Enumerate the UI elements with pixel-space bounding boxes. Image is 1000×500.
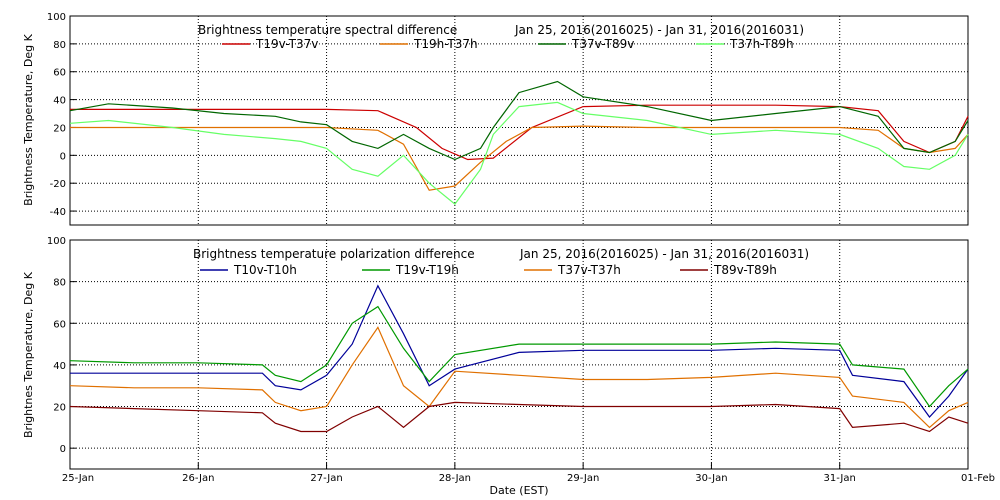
plot-frame-bottom: [69, 239, 969, 470]
y-tick-label: 0: [60, 151, 66, 162]
x-tick-label: 27-Jan: [310, 473, 342, 484]
legend-bottom: T10v-T10h T19v-T19h T37v-T37h T89v-T89h: [200, 263, 777, 277]
legend-label: T10v-T10h: [233, 263, 297, 277]
grid-lines-bottom: [70, 240, 968, 469]
chart-subtitle-top: Jan 25, 2016(2016025) - Jan 31, 2016(201…: [514, 23, 804, 37]
y-tick-label: 0: [60, 444, 66, 455]
legend-label: T37v-T37h: [557, 263, 621, 277]
x-tick-label: 26-Jan: [182, 473, 214, 484]
series-line: [70, 284, 969, 418]
legend-label: T37v-T89v: [571, 37, 634, 51]
y-tick-label: 20: [53, 123, 66, 134]
series-lines-top: [69, 80, 969, 205]
series-line: [70, 125, 969, 191]
plot-frame-top: [69, 15, 969, 226]
polarization-difference-panel: 0 20 40 60 80 100 25-Jan 26-Jan 27-Jan 28-Jan 29-…: [22, 236, 995, 497]
y-tick-label: 40: [53, 361, 66, 372]
legend-label: T89v-T89h: [713, 263, 777, 277]
y-ticks-bottom: 0 20 40 60 80 100: [47, 236, 76, 455]
y-tick-label: 80: [53, 278, 66, 289]
x-tick-label: 01-Feb: [961, 473, 995, 484]
spectral-difference-panel: -40 -20 0 20 40 60 80 100 Brightness temperatur…: [22, 12, 969, 226]
chart-title-top: Brightness temperature spectral differen…: [198, 23, 457, 37]
x-axis-label: Date (EST): [489, 484, 548, 497]
chart-subtitle-bottom: Jan 25, 2016(2016025) - Jan 31, 2016(201…: [519, 247, 809, 261]
series-line: [69, 101, 969, 205]
y-axis-label-bottom: Brightnes Temperature, Deg K: [22, 271, 35, 438]
legend-label: T37h-T89h: [729, 37, 794, 51]
y-tick-label: 60: [53, 68, 66, 79]
y-ticks-top: -40 -20 0 20 40 60 80 100: [47, 12, 76, 218]
y-tick-label: 100: [47, 236, 66, 247]
series-line: [69, 80, 969, 161]
grid-lines-top: [70, 16, 968, 225]
y-tick-label: -20: [50, 179, 66, 190]
x-tick-label: 30-Jan: [695, 473, 727, 484]
y-tick-label: 20: [53, 403, 66, 414]
y-tick-label: -40: [50, 207, 66, 218]
x-tick-label: 29-Jan: [567, 473, 599, 484]
series-line: [69, 401, 969, 433]
legend-label: T19v-T37v: [255, 37, 318, 51]
series-lines-bottom: [69, 284, 969, 433]
y-tick-label: 80: [53, 40, 66, 51]
x-tick-label: 31-Jan: [824, 473, 856, 484]
y-tick-label: 60: [53, 319, 66, 330]
legend-label: T19h-T37h: [413, 37, 478, 51]
legend-label: T19v-T19h: [395, 263, 459, 277]
y-tick-label: 100: [47, 12, 66, 23]
x-tick-label: 25-Jan: [62, 473, 94, 484]
series-line: [69, 305, 969, 408]
x-tick-label: 28-Jan: [439, 473, 471, 484]
y-axis-label-top: Brightness Temperature, Deg K: [22, 33, 35, 205]
series-line: [69, 326, 969, 429]
chart-title-bottom: Brightness temperature polarization diff…: [193, 247, 475, 261]
x-ticks-bottom: 25-Jan 26-Jan 27-Jan 28-Jan 29-Jan 30-Jan 31-J…: [62, 463, 995, 484]
y-tick-label: 40: [53, 96, 66, 107]
legend-top: T19v-T37v T19h-T37h T37v-T89v T37h-T89h: [222, 37, 794, 51]
